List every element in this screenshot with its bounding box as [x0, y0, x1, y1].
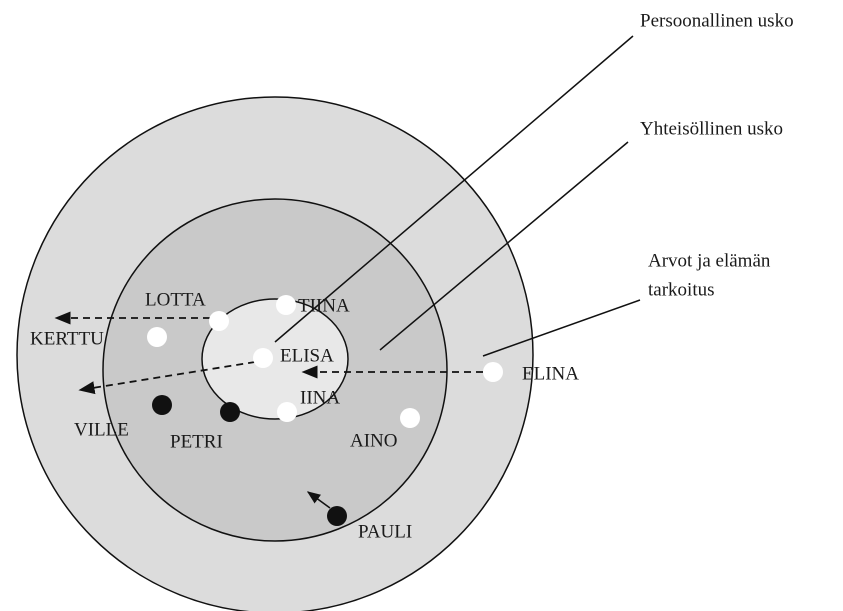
node-dot — [147, 327, 167, 347]
node-label: PAULI — [358, 521, 412, 542]
node-label: LOTTA — [145, 289, 206, 310]
node-dot — [220, 402, 240, 422]
node-dot — [209, 311, 229, 331]
move-arrow — [306, 491, 331, 509]
node-label: PETRI — [170, 431, 223, 452]
layer-label: Persoonallinen usko — [640, 10, 794, 31]
node-dot — [400, 408, 420, 428]
node-dot — [483, 362, 503, 382]
node-label: KERTTU — [30, 328, 104, 349]
node-dot — [253, 348, 273, 368]
leader-line — [274, 35, 634, 343]
leader-line — [379, 141, 629, 351]
layer-label: Arvot ja elämän — [648, 250, 771, 271]
node-dot — [327, 506, 347, 526]
node-label: AINO — [350, 430, 398, 451]
layer-label: tarkoitus — [648, 279, 715, 300]
layer-label: Yhteisöllinen usko — [640, 118, 783, 139]
node-label: VILLE — [74, 419, 129, 440]
node-dot — [152, 395, 172, 415]
node-label: IINA — [300, 387, 340, 408]
node-label: ELISA — [280, 345, 334, 366]
node-label: TIINA — [298, 295, 350, 316]
node-dot — [276, 295, 296, 315]
leader-line — [482, 299, 641, 357]
move-arrow — [78, 361, 256, 395]
node-label: ELINA — [522, 363, 579, 384]
node-dot — [277, 402, 297, 422]
inner-circle — [201, 298, 349, 420]
